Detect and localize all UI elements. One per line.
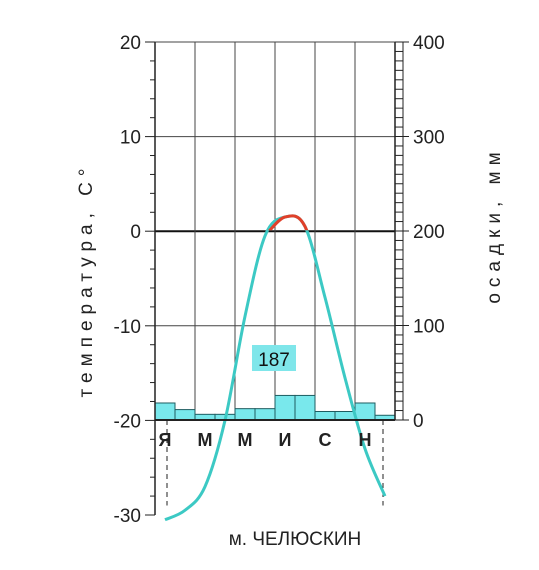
- month-label: С: [319, 430, 332, 450]
- temperature-tick-label: 10: [120, 128, 141, 149]
- chart-grid: [155, 41, 395, 421]
- temperature-curve: [164, 214, 387, 522]
- precip-bar: [354, 402, 376, 421]
- month-label: М: [198, 430, 213, 450]
- month-label: Н: [359, 430, 372, 450]
- precipitation-bars: [154, 394, 396, 421]
- precip-bar: [334, 410, 356, 421]
- precipitation-tick-label: 400: [413, 33, 445, 54]
- temperature-tick-label: -10: [114, 317, 141, 338]
- month-label: М: [238, 430, 253, 450]
- precip-bar: [154, 402, 176, 421]
- precipitation-tick-label: 200: [413, 222, 445, 243]
- station-name: м. ЧЕЛЮСКИН: [229, 529, 362, 550]
- precipitation-total: 187: [258, 350, 290, 371]
- precip-bar: [314, 410, 336, 421]
- precip-bar: [234, 408, 256, 421]
- precip-bar: [274, 394, 296, 421]
- temperature-tick-label: -20: [114, 411, 141, 432]
- temperature-positive-line: [268, 214, 309, 231]
- temperature-axis-title: температура, С°: [76, 163, 97, 398]
- month-label: Я: [159, 430, 172, 450]
- temperature-line: [164, 214, 387, 522]
- temperature-tick-label: -30: [114, 506, 141, 527]
- precipitation-axis-title: осадки, мм: [484, 146, 505, 303]
- temperature-tick-label: 20: [120, 33, 141, 54]
- precipitation-tick-label: 300: [413, 128, 445, 149]
- precipitation-tick-label: 0: [413, 411, 424, 432]
- precip-bar: [174, 409, 196, 421]
- chart-axes: [145, 41, 409, 516]
- month-label: И: [279, 430, 292, 450]
- precipitation-tick-label: 100: [413, 317, 445, 338]
- precip-bar: [294, 394, 316, 421]
- temperature-tick-label: 0: [130, 222, 141, 243]
- precip-bar: [254, 408, 276, 421]
- precipitation-total-box: [252, 345, 296, 371]
